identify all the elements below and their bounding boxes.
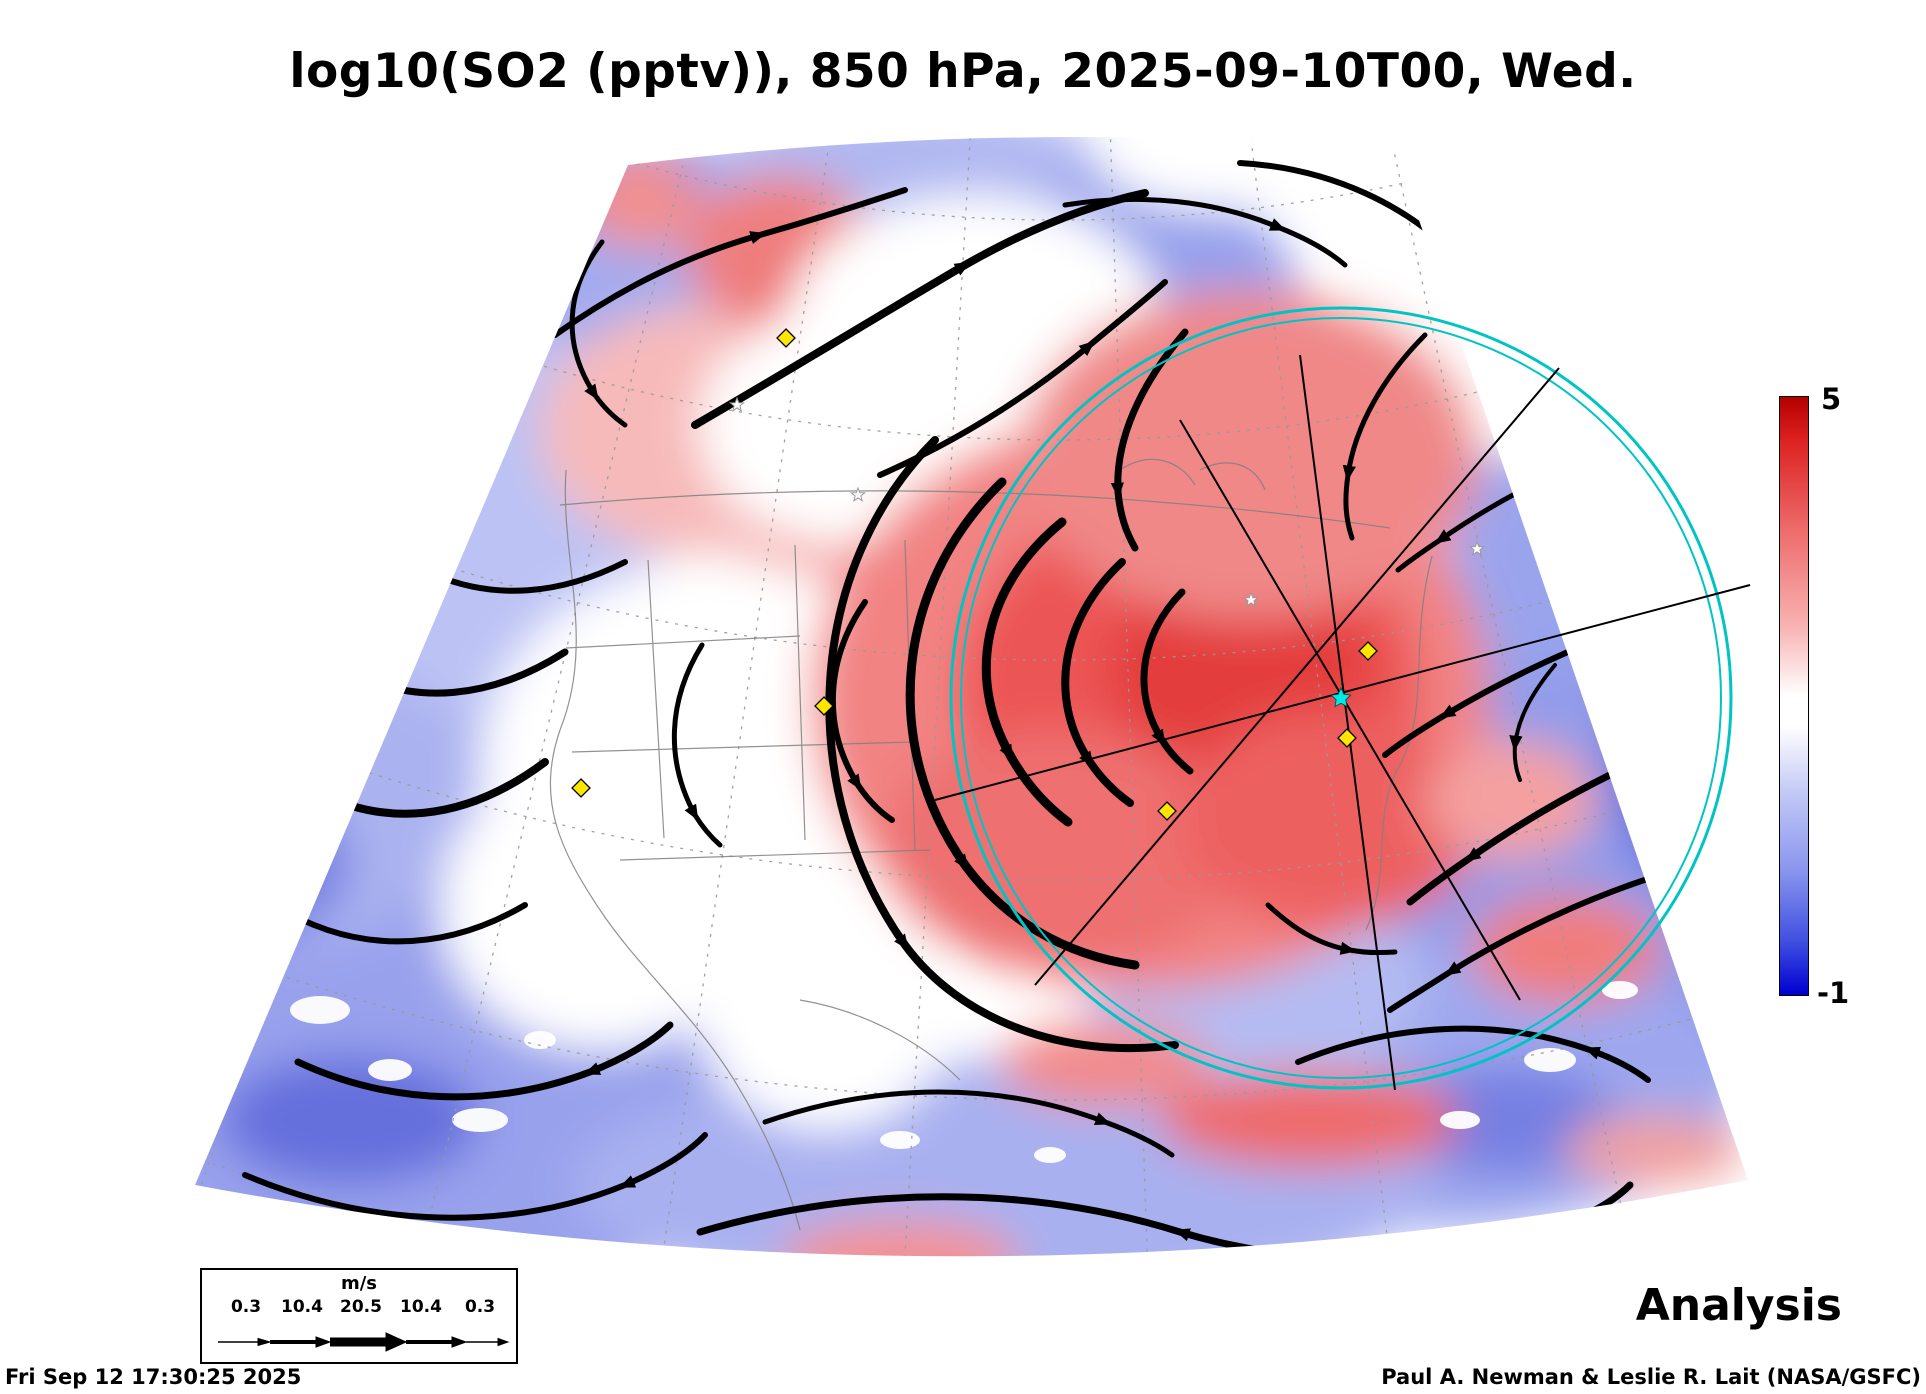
colorbar: 5 -1 xyxy=(1779,382,1849,1010)
analysis-label: Analysis xyxy=(1635,1280,1842,1331)
wind-legend-value: 10.4 xyxy=(400,1297,442,1317)
wind-legend-value: 0.3 xyxy=(230,1297,262,1317)
city-star-icons xyxy=(728,396,1486,607)
wind-legend-value: 20.5 xyxy=(340,1297,382,1317)
generation-timestamp: Fri Sep 12 17:30:25 2025 xyxy=(5,1365,302,1389)
colorbar-min-label: -1 xyxy=(1817,976,1850,1010)
graticule xyxy=(195,137,1748,1257)
figure-title: log10(SO2 (pptv)), 850 hPa, 2025-09-10T0… xyxy=(289,44,1637,99)
wind-speed-legend: m/s 0.3 10.4 20.5 10.4 0.3 xyxy=(200,1268,518,1364)
range-circle xyxy=(934,306,1751,1091)
colorbar-max-label: 5 xyxy=(1821,382,1842,416)
wind-legend-unit: m/s xyxy=(340,1273,378,1294)
so2-field xyxy=(195,137,1748,1257)
credit-text: Paul A. Newman & Leslie R. Lait (NASA/GS… xyxy=(1381,1365,1921,1389)
colorbar-gradient xyxy=(1779,396,1809,996)
station-center-star xyxy=(1330,687,1352,708)
wind-arrow-scale-icon xyxy=(218,1332,510,1352)
wind-legend-value: 0.3 xyxy=(464,1297,496,1317)
wind-legend-value: 10.4 xyxy=(281,1297,323,1317)
site-diamond-markers xyxy=(571,328,1378,821)
